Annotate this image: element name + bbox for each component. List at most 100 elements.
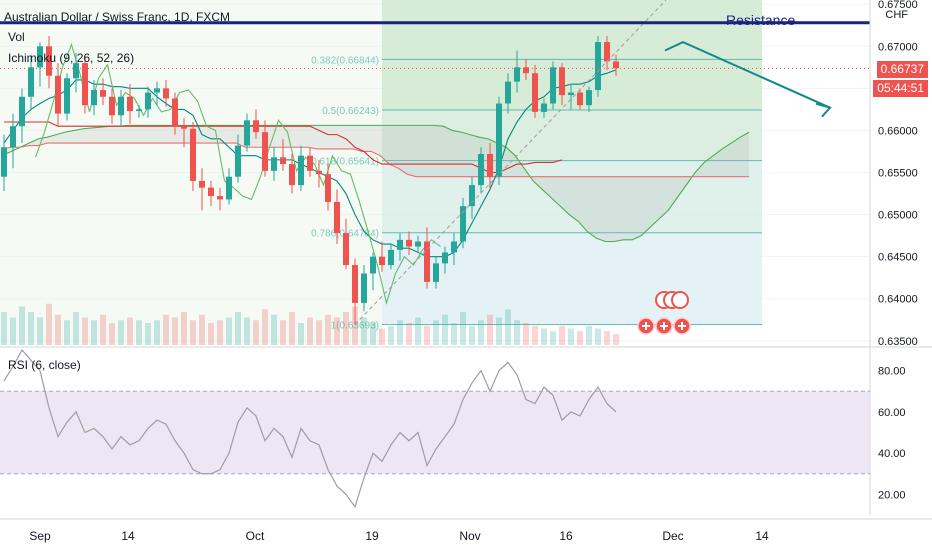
volume-bar (217, 320, 223, 345)
price-axis-label: 0.65500 (878, 168, 918, 180)
rsi-axis-label: 20.00 (878, 489, 906, 501)
currency-label: CHF (885, 9, 908, 21)
volume-bar (325, 314, 331, 345)
candle-body (505, 81, 511, 104)
candle-body (424, 241, 430, 282)
price-axis-label: 0.63500 (878, 336, 918, 348)
candle-body (604, 42, 610, 62)
volume-bar (127, 317, 133, 345)
volume-bar (541, 328, 547, 345)
volume-bar (28, 312, 34, 345)
candle-body (415, 241, 421, 247)
candle-body (271, 157, 277, 171)
volume-bar (442, 314, 448, 345)
candle-body (199, 180, 205, 188)
volume-bar (100, 314, 106, 345)
price-axis-label: 0.67000 (878, 41, 918, 53)
volume-bar (163, 314, 169, 345)
volume-bar (280, 320, 286, 345)
candle-body (172, 98, 178, 127)
volume-bar (451, 323, 457, 345)
candle-body (1, 147, 7, 177)
volume-bar (46, 303, 52, 345)
fib-level-label: 0.382(0.66844) (311, 55, 379, 66)
candle-body (289, 164, 295, 186)
volume-bar (505, 309, 511, 345)
candle-body (28, 67, 34, 97)
candle-body (100, 90, 106, 97)
ideas-bubble-icon (671, 291, 689, 309)
volume-bar (262, 309, 268, 345)
candle-body (136, 109, 142, 112)
volume-bar (379, 328, 385, 345)
candle-body (10, 126, 16, 148)
candle-body (64, 78, 70, 114)
candle-body (496, 103, 502, 177)
candle-body (433, 263, 439, 282)
volume-bar (406, 323, 412, 345)
candle-body (388, 249, 394, 266)
volume-bar (82, 317, 88, 345)
candle-body (19, 96, 25, 127)
volume-bar (343, 312, 349, 345)
volume-bar (424, 325, 430, 345)
volume-bar (496, 317, 502, 345)
volume-bar (244, 317, 250, 345)
volume-bar (37, 317, 43, 345)
plus-glyph (678, 322, 686, 330)
volume-bar (550, 331, 556, 345)
volume-bar (559, 325, 565, 345)
volume-indicator-label[interactable]: Vol (8, 30, 25, 44)
projection-arrow (664, 40, 831, 109)
candle-body (586, 90, 592, 106)
volume-bar (91, 320, 97, 345)
candle-body (451, 241, 457, 253)
price-axis-label: 0.66000 (878, 125, 918, 137)
candle-body (37, 46, 43, 68)
candle-body (577, 92, 583, 106)
candle-body (469, 185, 475, 207)
volume-bar (361, 317, 367, 345)
volume-bar (181, 312, 187, 345)
volume-bar (226, 317, 232, 345)
candle-body (280, 157, 286, 165)
volume-bar (109, 323, 115, 345)
rsi-line (3, 348, 617, 509)
candle-body (532, 73, 538, 112)
rsi-axis-label: 80.00 (878, 366, 906, 378)
volume-bar (289, 312, 295, 345)
candle-body (73, 63, 79, 79)
volume-bar (10, 317, 16, 345)
volume-bar (532, 325, 538, 345)
rsi-band (0, 391, 870, 474)
price-axis-label: 0.64500 (878, 252, 918, 264)
fib-level-label: 0.618(0.65641) (311, 157, 379, 168)
volume-bar (568, 328, 574, 345)
price-axis-label: 0.64000 (878, 294, 918, 306)
volume-bar (298, 323, 304, 345)
plus-glyph (660, 322, 668, 330)
candle-body (307, 155, 313, 171)
candle-body (235, 145, 241, 177)
candle-body (145, 92, 151, 110)
time-axis-label: 16 (559, 529, 573, 543)
rsi-indicator-label[interactable]: RSI (6, close) (8, 358, 81, 372)
candle-body (334, 201, 340, 234)
price-axis-label: 0.65000 (878, 210, 918, 222)
time-axis-label: Sep (29, 529, 51, 543)
volume-bar (469, 325, 475, 345)
candle-body (118, 96, 124, 116)
candle-body (325, 174, 331, 202)
volume-bar (478, 320, 484, 345)
volume-bar (1, 312, 7, 345)
candle-body (343, 233, 349, 266)
candle-body (190, 128, 196, 181)
volume-bar (307, 317, 313, 345)
candle-body (127, 96, 133, 112)
volume-bar (415, 317, 421, 345)
plus-glyph (642, 322, 650, 330)
candle-body (487, 153, 493, 177)
ichimoku-indicator-label[interactable]: Ichimoku (9, 26, 52, 26) (8, 51, 135, 65)
volume-bar (514, 320, 520, 345)
